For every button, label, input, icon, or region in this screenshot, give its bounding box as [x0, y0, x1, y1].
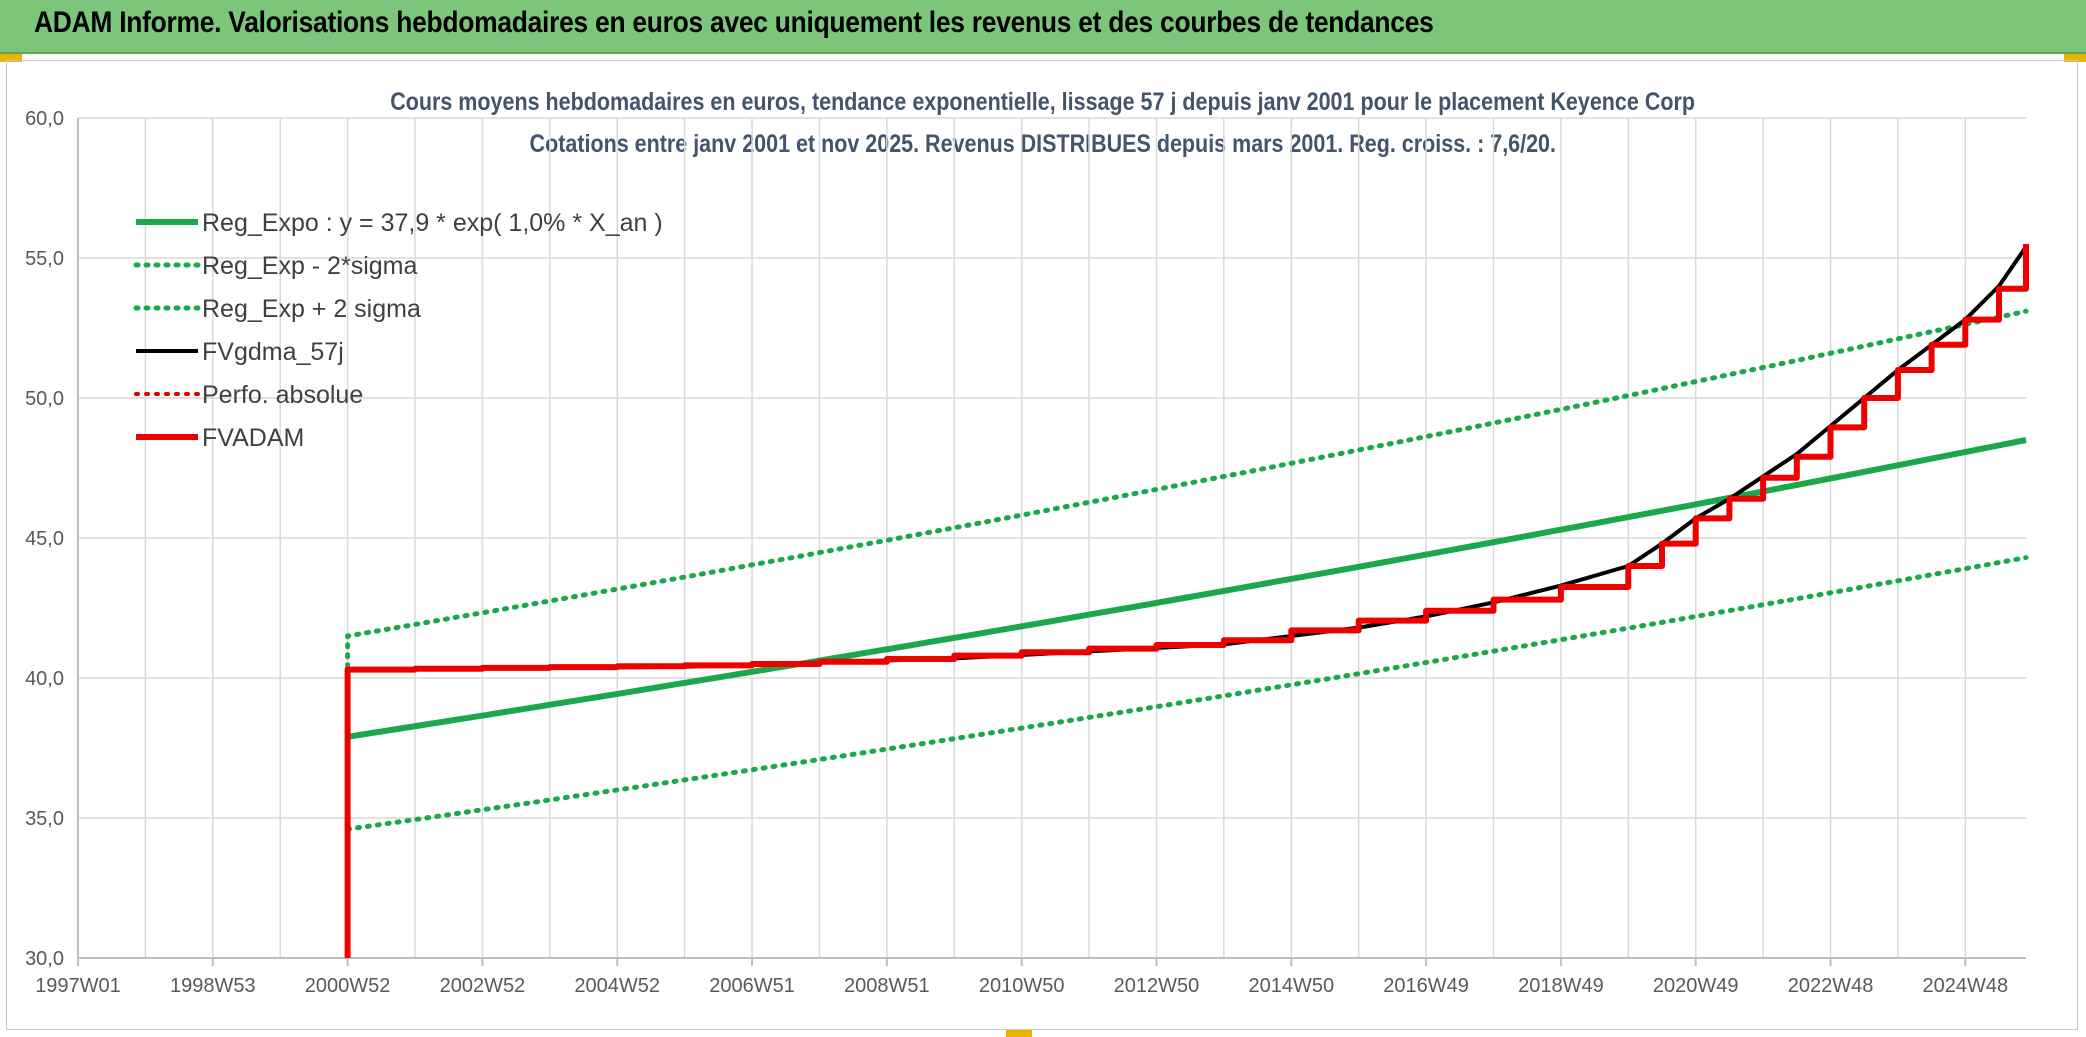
y-tick-label: 55,0 — [25, 248, 64, 270]
series-line-2 — [345, 308, 2029, 670]
x-tick-label: 2008W51 — [844, 975, 930, 997]
x-tick-label: 2018W49 — [1518, 975, 1604, 997]
chart-title: Cours moyens hebdomadaires en euros, ten… — [390, 88, 1696, 116]
x-tick-label: 2004W52 — [574, 975, 660, 997]
corner-mark-left — [0, 54, 22, 62]
x-tick-label: 2020W49 — [1653, 975, 1739, 997]
x-tick-label: 1997W01 — [35, 975, 121, 997]
x-tick-label: 2006W51 — [709, 975, 795, 997]
x-tick-label: 1998W53 — [170, 975, 256, 997]
y-tick-label: 50,0 — [25, 388, 64, 410]
legend-label: Reg_Expo : y = 37,9 * exp( 1,0% * X_an ) — [202, 209, 663, 237]
series-line-3 — [347, 245, 2028, 672]
x-tick-label: 2014W50 — [1248, 975, 1334, 997]
y-tick-label: 30,0 — [25, 948, 64, 970]
y-tick-label: 40,0 — [25, 668, 64, 690]
report-header: ADAM Informe. Valorisations hebdomadaire… — [0, 0, 2086, 54]
legend-label: Reg_Exp - 2*sigma — [202, 252, 417, 280]
legend-label: FVgdma_57j — [202, 338, 344, 366]
x-tick-label: 2016W49 — [1383, 975, 1469, 997]
chart-subtitle: Cotations entre janv 2001 et nov 2025. R… — [529, 130, 1557, 158]
report-title: ADAM Informe. Valorisations hebdomadaire… — [34, 6, 1434, 39]
legend-label: Perfo. absolue — [202, 381, 363, 409]
series-line-1 — [345, 555, 2029, 832]
y-tick-label: 35,0 — [25, 808, 64, 830]
legend-label: Reg_Exp + 2 sigma — [202, 295, 421, 323]
series-line-5 — [344, 244, 2029, 958]
corner-mark-bottom — [1006, 1029, 1032, 1037]
x-tick-label: 2024W48 — [1923, 975, 2009, 997]
x-tick-label: 2012W50 — [1114, 975, 1200, 997]
series-line-0 — [347, 437, 2027, 740]
x-tick-label: 2000W52 — [305, 975, 391, 997]
y-tick-label: 45,0 — [25, 528, 64, 550]
x-tick-label: 2022W48 — [1788, 975, 1874, 997]
chart-frame — [6, 60, 2078, 1030]
corner-mark-right — [2064, 54, 2086, 62]
x-tick-label: 2010W50 — [979, 975, 1065, 997]
legend-label: FVADAM — [202, 424, 304, 452]
y-tick-label: 60,0 — [25, 108, 64, 130]
x-tick-label: 2002W52 — [440, 975, 526, 997]
